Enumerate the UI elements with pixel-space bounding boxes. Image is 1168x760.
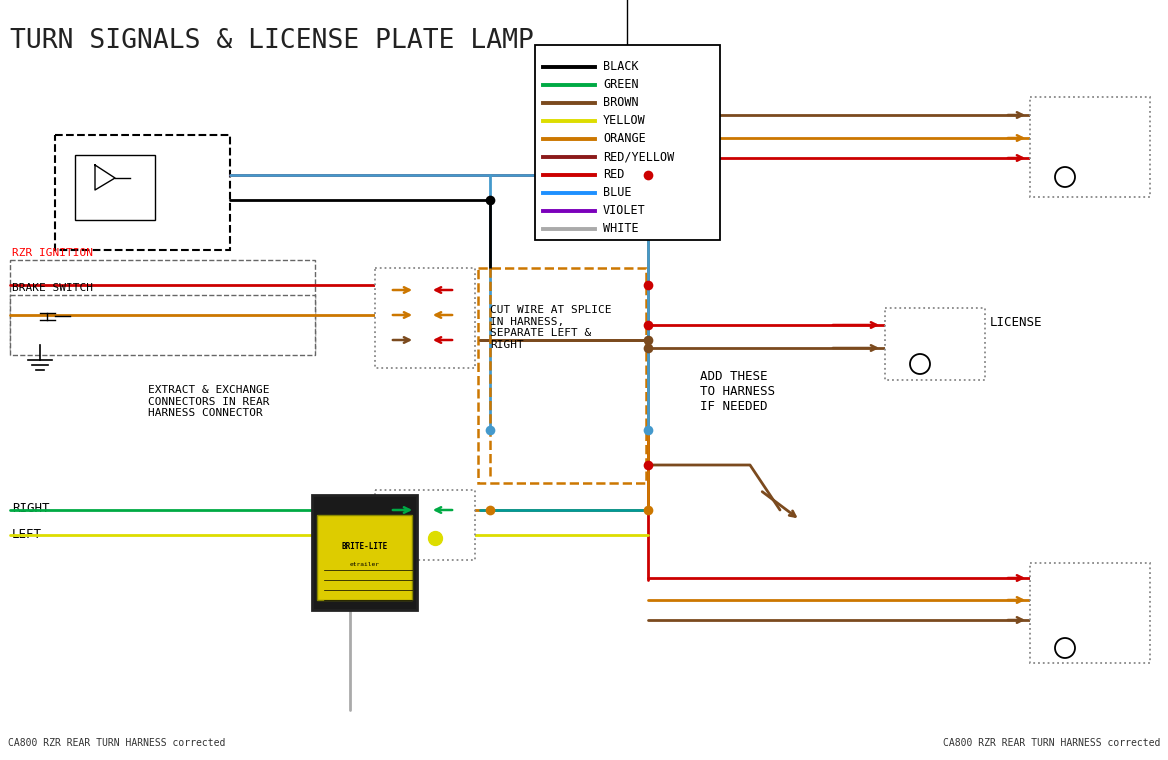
Text: EXTRACT & EXCHANGE
CONNECTORS IN REAR
HARNESS CONNECTOR: EXTRACT & EXCHANGE CONNECTORS IN REAR HA…	[148, 385, 270, 418]
Bar	[478, 268, 646, 483]
Text: VIOLET: VIOLET	[603, 204, 646, 217]
Text: RIGHT: RIGHT	[1040, 152, 1078, 165]
Text: LEFT: LEFT	[1040, 572, 1070, 585]
Text: YELLOW: YELLOW	[603, 115, 646, 128]
Text: RIGHT: RIGHT	[12, 502, 49, 515]
Bar	[1030, 97, 1150, 197]
Text: BRAKE: BRAKE	[1040, 592, 1078, 605]
Text: RUN: RUN	[1040, 612, 1063, 625]
Text: BRITE-LITE: BRITE-LITE	[341, 542, 388, 551]
Text: CA800 RZR REAR TURN HARNESS corrected: CA800 RZR REAR TURN HARNESS corrected	[943, 738, 1160, 748]
Text: ORANGE: ORANGE	[603, 132, 646, 145]
Text: BRAKE: BRAKE	[1040, 131, 1078, 144]
Text: RUN: RUN	[1040, 112, 1063, 125]
Text: BRAKE SWITCH: BRAKE SWITCH	[12, 283, 93, 293]
Bar	[375, 268, 475, 368]
Bar	[885, 308, 985, 380]
Bar	[55, 135, 230, 250]
Text: RED: RED	[603, 169, 625, 182]
Text: TURN SIGNALS & LICENSE PLATE LAMP: TURN SIGNALS & LICENSE PLATE LAMP	[11, 28, 534, 54]
Text: RZR IGNITION: RZR IGNITION	[12, 248, 93, 258]
Text: BLACK: BLACK	[603, 61, 639, 74]
Bar	[535, 45, 719, 240]
Text: CA800 RZR REAR TURN HARNESS corrected: CA800 RZR REAR TURN HARNESS corrected	[8, 738, 225, 748]
Bar	[11, 295, 315, 355]
Text: BROWN: BROWN	[603, 97, 639, 109]
Text: LEFT: LEFT	[12, 528, 42, 541]
Bar	[375, 490, 475, 560]
Bar	[312, 495, 417, 610]
Text: BLUE: BLUE	[603, 186, 632, 200]
Bar	[1030, 563, 1150, 663]
Text: CUT WIRE AT SPLICE
IN HARNESS,
SEPARATE LEFT &
RIGHT: CUT WIRE AT SPLICE IN HARNESS, SEPARATE …	[491, 305, 612, 350]
Bar	[317, 515, 412, 600]
Text: RED/YELLOW: RED/YELLOW	[603, 150, 674, 163]
Text: WHITE: WHITE	[603, 223, 639, 236]
Bar	[75, 155, 155, 220]
Text: etrailer: etrailer	[349, 562, 380, 566]
Text: GREEN: GREEN	[603, 78, 639, 91]
Text: ADD THESE
TO HARNESS
IF NEEDED: ADD THESE TO HARNESS IF NEEDED	[700, 370, 776, 413]
Bar	[11, 260, 315, 350]
Text: LICENSE: LICENSE	[990, 316, 1043, 329]
